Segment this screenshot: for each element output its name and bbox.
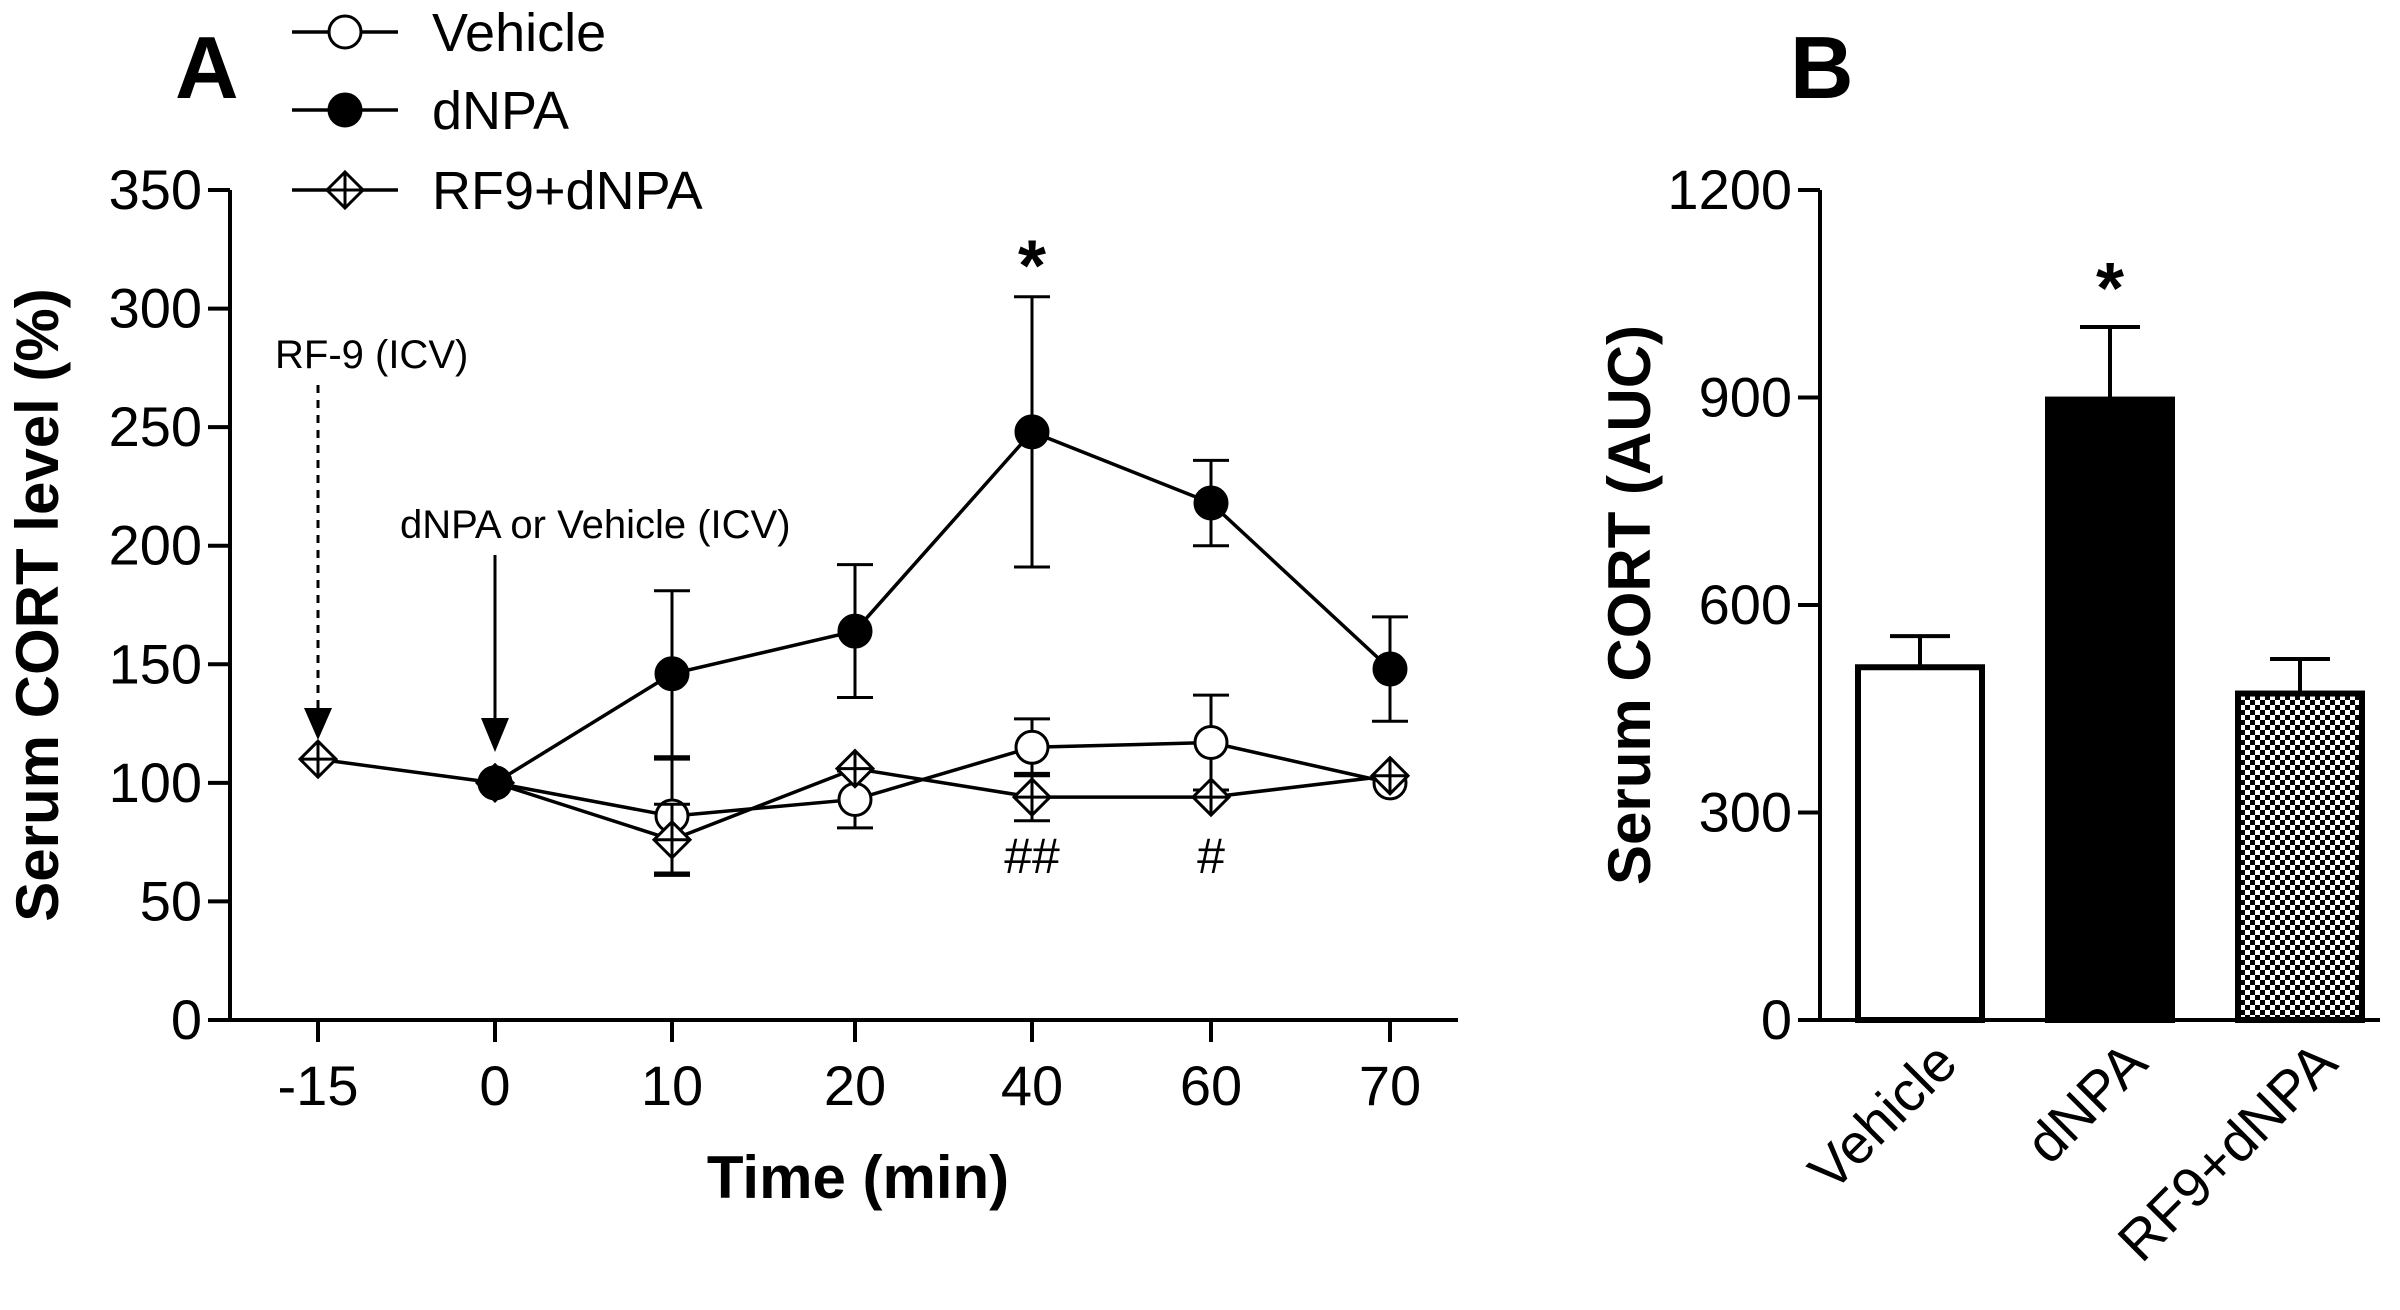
y-tick-label: 1200 <box>1667 158 1792 221</box>
data-point <box>1372 651 1408 687</box>
data-point <box>651 819 693 860</box>
legend-label: RF9+dNPA <box>432 161 703 221</box>
y-axis-title: Serum CORT level (%) <box>4 288 71 922</box>
panel-label-a: A <box>175 18 239 117</box>
annotation-text: dNPA or Vehicle (ICV) <box>400 503 791 547</box>
line-series-group <box>297 295 1411 877</box>
x-tick-label: Vehicle <box>1796 1030 1968 1202</box>
y-tick-label: 0 <box>171 988 202 1051</box>
x-tick-label: 70 <box>1359 1054 1421 1117</box>
y-tick-label: 350 <box>109 158 202 221</box>
legend-label: dNPA <box>432 81 569 141</box>
legend-item: Vehicle <box>292 3 606 63</box>
x-tick-label: 20 <box>824 1054 886 1117</box>
legend-item: dNPA <box>292 81 569 141</box>
data-point <box>1193 725 1229 761</box>
x-tick-label: 40 <box>1001 1054 1063 1117</box>
arrow-head <box>481 718 509 752</box>
significance-asterisk: * <box>2096 249 2124 329</box>
bar <box>2045 396 2175 1023</box>
line-chart-axes: 0 50 100 150 200 250 300 350 -15 0 10 20 40 60 70 <box>109 158 1458 1117</box>
y-tick-label: 300 <box>109 277 202 340</box>
arrow-head <box>304 708 332 740</box>
legend-marker <box>327 14 363 50</box>
y-tick-label: 900 <box>1699 366 1792 429</box>
data-point <box>1011 776 1053 818</box>
x-axis-title: Time (min) <box>707 1144 1009 1211</box>
legend-label: Vehicle <box>432 3 606 63</box>
significance-asterisk: * <box>1018 227 1046 307</box>
legend-item: RF9+dNPA <box>292 161 703 221</box>
data-point <box>654 656 690 692</box>
significance-hash: # <box>1197 828 1225 884</box>
panel-label-b: B <box>1790 18 1854 117</box>
y-tick-label: 200 <box>109 514 202 577</box>
x-tick-label: dNPA <box>2013 1029 2159 1175</box>
data-point <box>1369 755 1411 796</box>
data-point <box>1014 729 1050 765</box>
x-tick-label: 0 <box>479 1054 510 1117</box>
y-tick-label: 250 <box>109 395 202 458</box>
data-point <box>1190 776 1232 818</box>
data-point <box>834 748 876 789</box>
legend-marker <box>324 169 366 211</box>
data-point <box>837 613 873 649</box>
y-tick-label: 150 <box>109 632 202 695</box>
legend: Vehicle dNPA RF9+dNPA <box>292 3 703 221</box>
annotations: RF-9 (ICV)dNPA or Vehicle (ICV)*## # <box>275 227 1225 884</box>
legend-marker <box>327 92 363 128</box>
bar-chart-axes: 0 300 600 900 1200 <box>1667 158 2380 1051</box>
significance-hash: ## <box>1004 828 1060 884</box>
bar <box>1855 664 1985 1023</box>
data-point <box>1193 485 1229 521</box>
y-axis-title-b: Serum CORT (AUC) <box>1596 325 1663 885</box>
series-line <box>494 740 1391 818</box>
x-tick-label: -15 <box>278 1054 359 1117</box>
x-tick-label: 10 <box>641 1054 703 1117</box>
data-point <box>1014 414 1050 450</box>
annotation-text: RF-9 (ICV) <box>275 333 468 377</box>
y-tick-label: 100 <box>109 751 202 814</box>
series-line <box>494 429 1392 785</box>
series-dnpa <box>477 295 1408 801</box>
bar <box>2235 690 2365 1023</box>
data-point <box>477 765 513 801</box>
y-tick-label: 600 <box>1699 573 1792 636</box>
y-tick-label: 0 <box>1761 988 1792 1051</box>
y-tick-label: 300 <box>1699 781 1792 844</box>
y-tick-label: 50 <box>140 869 202 932</box>
panel-b: B 0 300 600 900 1200 Serum CORT (AUC) Vehicl… <box>1596 18 2380 1273</box>
data-point <box>297 739 339 780</box>
x-tick-label: 60 <box>1180 1054 1242 1117</box>
